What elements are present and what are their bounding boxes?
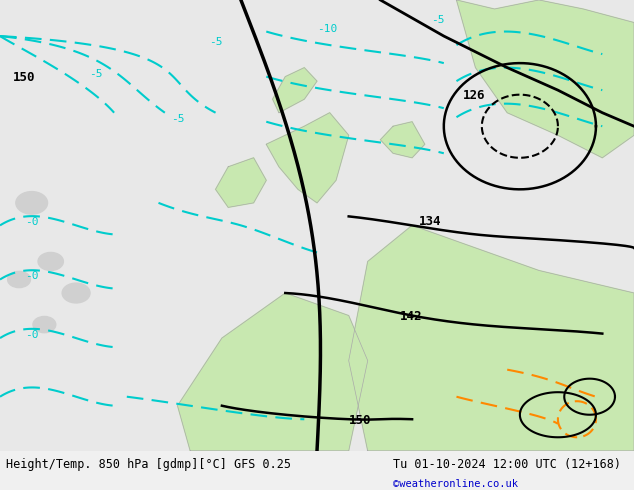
Circle shape	[16, 192, 48, 214]
Text: -0: -0	[25, 218, 39, 227]
Text: 150: 150	[349, 414, 371, 427]
Circle shape	[62, 283, 90, 303]
Text: Tu 01-10-2024 12:00 UTC (12+168): Tu 01-10-2024 12:00 UTC (12+168)	[393, 458, 621, 471]
Polygon shape	[216, 158, 266, 207]
Text: 126: 126	[463, 89, 485, 102]
Text: 134: 134	[418, 216, 441, 228]
Text: Height/Temp. 850 hPa [gdmp][°C] GFS 0.25: Height/Temp. 850 hPa [gdmp][°C] GFS 0.25	[6, 458, 292, 471]
Circle shape	[33, 317, 56, 333]
Circle shape	[8, 271, 30, 288]
Text: -5: -5	[431, 15, 444, 24]
Text: 142: 142	[399, 310, 422, 323]
Text: -0: -0	[25, 330, 39, 340]
Circle shape	[38, 252, 63, 270]
Text: -0: -0	[25, 271, 39, 281]
Text: -5: -5	[89, 69, 102, 78]
Polygon shape	[273, 68, 317, 113]
Text: -5: -5	[171, 114, 184, 123]
Text: -10: -10	[317, 24, 337, 33]
Polygon shape	[349, 225, 634, 451]
Polygon shape	[456, 0, 634, 158]
Polygon shape	[178, 293, 368, 451]
Text: 150: 150	[13, 71, 35, 84]
Polygon shape	[266, 113, 349, 203]
Text: -5: -5	[209, 37, 223, 47]
Polygon shape	[380, 122, 425, 158]
Text: ©weatheronline.co.uk: ©weatheronline.co.uk	[393, 479, 518, 489]
